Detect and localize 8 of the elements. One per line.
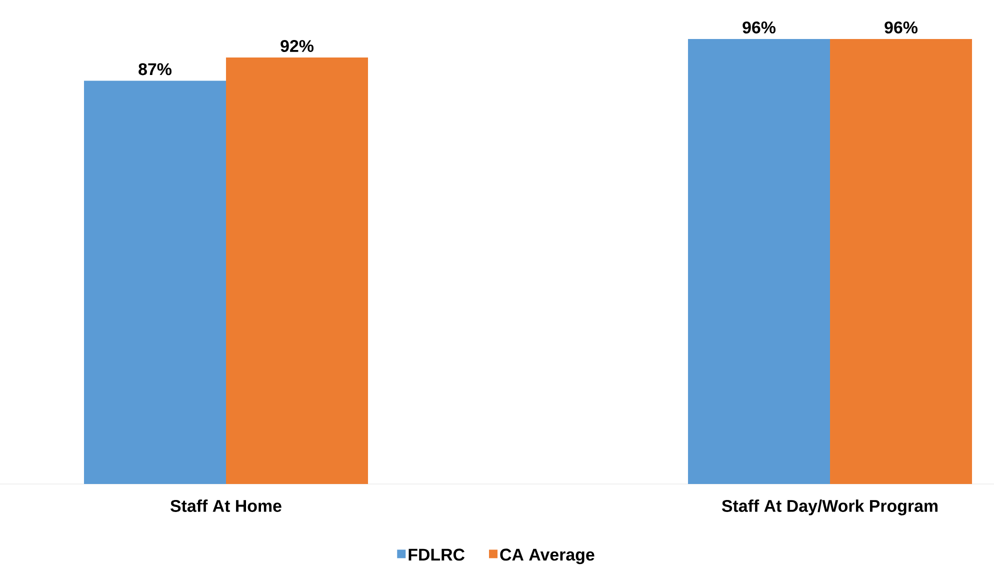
x-tick-label: Staff At Day/Work Program xyxy=(722,500,938,516)
data-label: 87% xyxy=(138,63,172,76)
legend-label: CA Average xyxy=(500,548,594,564)
x-tick-label: Staff At Home xyxy=(170,500,282,512)
data-label: 92% xyxy=(280,40,314,52)
data-label: 96% xyxy=(884,21,918,34)
legend-label: FDLRC xyxy=(408,548,465,561)
data-label: 96% xyxy=(742,21,776,34)
